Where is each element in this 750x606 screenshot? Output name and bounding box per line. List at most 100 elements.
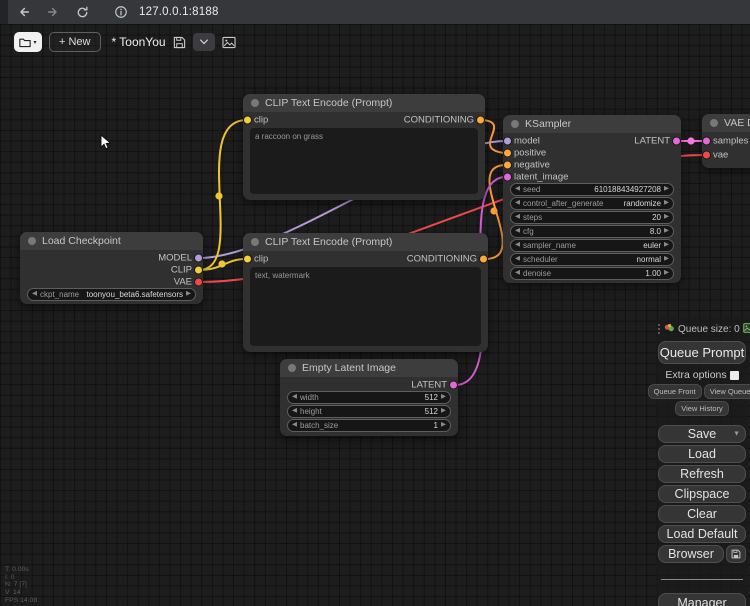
collapse-dot-icon[interactable] — [251, 99, 259, 107]
node-title-bar[interactable]: Empty Latent Image — [280, 359, 458, 377]
increment-arrow-icon[interactable]: ▶ — [441, 393, 446, 401]
refresh-button[interactable]: Refresh — [658, 465, 746, 483]
widget-denoise[interactable]: ◀ denoise 1.00 ▶ — [510, 267, 674, 280]
increment-arrow-icon[interactable]: ▶ — [664, 227, 669, 235]
slot-row: vae — [702, 148, 750, 162]
increment-arrow-icon[interactable]: ▶ — [186, 290, 191, 298]
view-history-button[interactable]: View History — [675, 401, 729, 416]
url-text[interactable]: 127.0.0.1:8188 — [139, 6, 219, 18]
decrement-arrow-icon[interactable]: ◀ — [515, 241, 520, 249]
ksampler-output-LATENT-pin[interactable] — [673, 137, 680, 145]
browser-button[interactable]: Browser — [658, 545, 724, 563]
workflows-folder-button[interactable]: ▾ — [14, 32, 42, 52]
ksampler-input-negative-pin[interactable] — [504, 161, 511, 169]
widget-scheduler[interactable]: ◀ scheduler normal ▶ — [510, 253, 674, 266]
queue-prompt-button[interactable]: Queue Prompt — [658, 341, 746, 364]
decrement-arrow-icon[interactable]: ◀ — [515, 185, 520, 193]
increment-arrow-icon[interactable]: ▶ — [664, 255, 669, 263]
load-default-button[interactable]: Load Default — [658, 525, 746, 543]
clear-button[interactable]: Clear — [658, 505, 746, 523]
node-load-checkpoint[interactable]: Load Checkpoint MODEL CLIP VAE ◀ ckpt_name too… — [20, 232, 203, 304]
collapse-dot-icon[interactable] — [710, 119, 718, 127]
widget-control_after_generate[interactable]: ◀ control_after_generate randomize ▶ — [510, 197, 674, 210]
widget-name: steps — [523, 213, 543, 222]
empty-latent-image-output-LATENT-pin[interactable] — [450, 381, 457, 389]
forward-icon[interactable] — [45, 4, 61, 20]
prompt-textarea[interactable]: a raccoon on grass — [250, 128, 478, 194]
node-title-bar[interactable]: CLIP Text Encode (Prompt) — [243, 94, 485, 112]
node-title-bar[interactable]: KSampler — [503, 115, 681, 133]
vae-decode-input-samples-pin[interactable] — [703, 137, 710, 145]
toolbar-expand-button[interactable] — [192, 33, 215, 51]
widget-cfg[interactable]: ◀ cfg 8.0 ▶ — [510, 225, 674, 238]
decrement-arrow-icon[interactable]: ◀ — [292, 421, 297, 429]
ksampler-input-model-pin[interactable] — [504, 137, 511, 145]
clip-text-encode-negative-output-CONDITIONING-pin[interactable] — [480, 255, 487, 263]
collapse-dot-icon[interactable] — [511, 120, 519, 128]
view-queue-button[interactable]: View Queue — [703, 384, 750, 399]
decrement-arrow-icon[interactable]: ◀ — [515, 213, 520, 221]
node-vae-decode[interactable]: VAE Decode samples vae — [702, 114, 750, 168]
workflow-tab-name[interactable]: * ToonYou — [111, 35, 166, 49]
widget-height[interactable]: ◀ height 512 ▶ — [287, 405, 451, 418]
load-button[interactable]: Load — [658, 445, 746, 463]
clip-text-encode-positive-input-clip-pin[interactable] — [244, 116, 251, 124]
back-icon[interactable] — [16, 4, 32, 20]
widget-ckpt_name[interactable]: ◀ ckpt_name toonyou_beta6.safetensors ▶ — [27, 288, 196, 301]
load-checkpoint-output-CLIP-pin[interactable] — [195, 266, 202, 274]
increment-arrow-icon[interactable]: ▶ — [664, 269, 669, 277]
increment-arrow-icon[interactable]: ▶ — [441, 407, 446, 415]
load-checkpoint-output-MODEL-pin[interactable] — [195, 254, 202, 262]
extra-options-checkbox[interactable] — [729, 370, 739, 380]
node-ksampler[interactable]: KSampler model LATENT positive negative laten… — [503, 115, 681, 283]
gallery-icon[interactable] — [221, 36, 236, 49]
vae-decode-input-vae-pin[interactable] — [703, 151, 710, 159]
decrement-arrow-icon[interactable]: ◀ — [515, 255, 520, 263]
node-title-bar[interactable]: Load Checkpoint — [20, 232, 203, 250]
decrement-arrow-icon[interactable]: ◀ — [32, 290, 37, 298]
save-workflow-icon[interactable] — [173, 36, 186, 49]
prompt-textarea[interactable]: text, watermark — [250, 267, 481, 346]
decrement-arrow-icon[interactable]: ◀ — [515, 269, 520, 277]
clipspace-button[interactable]: Clipspace — [658, 485, 746, 503]
increment-arrow-icon[interactable]: ▶ — [664, 185, 669, 193]
clip-text-encode-positive-output-CONDITIONING-pin[interactable] — [477, 116, 484, 124]
widget-name: sampler_name — [523, 241, 576, 250]
load-checkpoint-output-VAE-pin[interactable] — [195, 278, 202, 286]
manager-button[interactable]: Manager — [658, 593, 746, 606]
node-title-bar[interactable]: VAE Decode — [702, 114, 750, 132]
ksampler-input-latent_image-pin[interactable] — [504, 173, 511, 181]
decrement-arrow-icon[interactable]: ◀ — [292, 407, 297, 415]
widget-steps[interactable]: ◀ steps 20 ▶ — [510, 211, 674, 224]
clip-text-encode-negative-input-clip-pin[interactable] — [244, 255, 251, 263]
increment-arrow-icon[interactable]: ▶ — [441, 421, 446, 429]
queue-front-button[interactable]: Queue Front — [647, 384, 702, 399]
decrement-arrow-icon[interactable]: ◀ — [515, 227, 520, 235]
save-button[interactable]: Save ▼ — [658, 425, 746, 443]
collapse-dot-icon[interactable] — [288, 364, 296, 372]
site-info-icon[interactable] — [113, 4, 129, 20]
increment-arrow-icon[interactable]: ▶ — [664, 199, 669, 207]
increment-arrow-icon[interactable]: ▶ — [664, 241, 669, 249]
node-clip-text-encode-negative[interactable]: CLIP Text Encode (Prompt) clip CONDITIONIN… — [243, 233, 488, 352]
increment-arrow-icon[interactable]: ▶ — [664, 213, 669, 221]
decrement-arrow-icon[interactable]: ◀ — [515, 199, 520, 207]
widget-sampler_name[interactable]: ◀ sampler_name euler ▶ — [510, 239, 674, 252]
extra-options-label: Extra options — [665, 369, 727, 381]
save-dropdown-caret-icon[interactable]: ▼ — [733, 430, 740, 438]
collapse-dot-icon[interactable] — [251, 238, 259, 246]
new-workflow-button[interactable]: + New — [49, 32, 101, 52]
widget-batch_size[interactable]: ◀ batch_size 1 ▶ — [287, 419, 451, 432]
preview-image-icon[interactable] — [743, 322, 750, 336]
reload-icon[interactable] — [74, 4, 90, 20]
drag-handle[interactable] — [658, 324, 660, 334]
ksampler-input-positive-pin[interactable] — [504, 149, 511, 157]
browser-save-icon-button[interactable] — [726, 545, 746, 563]
widget-seed[interactable]: ◀ seed 610188434927208 ▶ — [510, 183, 674, 196]
widget-width[interactable]: ◀ width 512 ▶ — [287, 391, 451, 404]
node-empty-latent-image[interactable]: Empty Latent Image LATENT ◀ width 512 ▶ ◀ heigh… — [280, 359, 458, 436]
collapse-dot-icon[interactable] — [28, 237, 36, 245]
decrement-arrow-icon[interactable]: ◀ — [292, 393, 297, 401]
node-title-bar[interactable]: CLIP Text Encode (Prompt) — [243, 233, 488, 251]
node-clip-text-encode-positive[interactable]: CLIP Text Encode (Prompt) clip CONDITIONIN… — [243, 94, 485, 200]
